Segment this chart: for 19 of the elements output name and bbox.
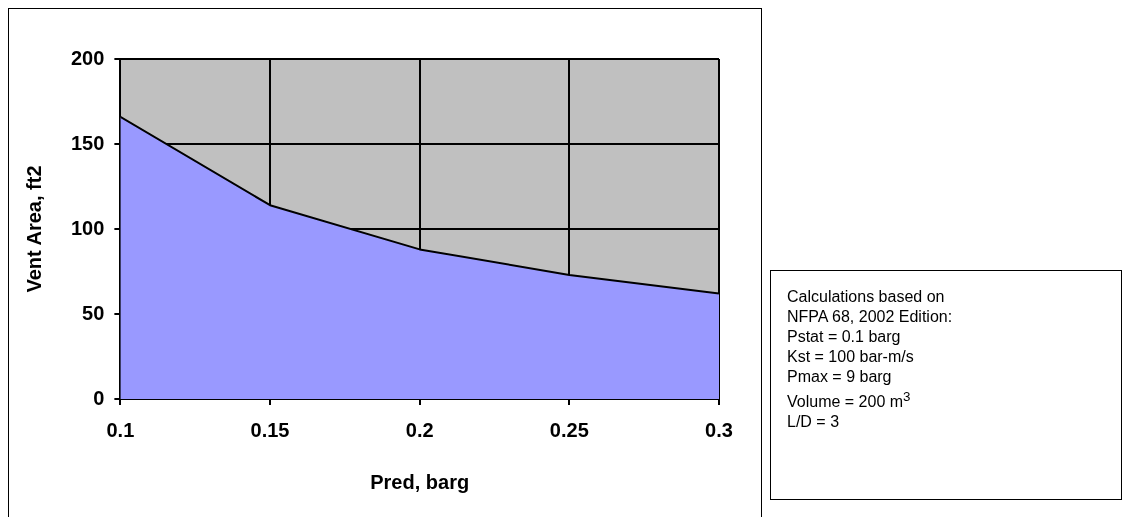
text: Volume = 200 m$^{3}$ — [787, 388, 912, 413]
x-tick-label: 0.3 — [705, 418, 733, 441]
y-tick-label: 50 — [82, 301, 105, 324]
text: Pstat = 0.1 barg — [787, 327, 902, 347]
text: Kst = 100 bar-m/s — [787, 347, 915, 367]
x-tick-label: 0.2 — [405, 418, 434, 441]
text: Pmax = 9 barg — [787, 367, 893, 387]
y-tick-label: 0 — [93, 386, 105, 409]
y-tick-label: 200 — [70, 46, 105, 69]
x-axis-title: Pred, barg — [370, 470, 470, 493]
x-tick-label: 0.15 — [250, 418, 290, 441]
text: NFPA 68, 2002 Edition: — [787, 307, 954, 327]
x-tick-label: 0.25 — [549, 418, 589, 441]
text: Calculations based on — [787, 287, 946, 307]
y-tick-label: 150 — [70, 131, 105, 154]
text: L/D = 3 — [787, 412, 841, 433]
y-axis-title: Vent Area, ft2 — [22, 165, 45, 293]
x-tick-label: 0.1 — [106, 418, 135, 441]
y-tick-label: 100 — [70, 216, 105, 239]
